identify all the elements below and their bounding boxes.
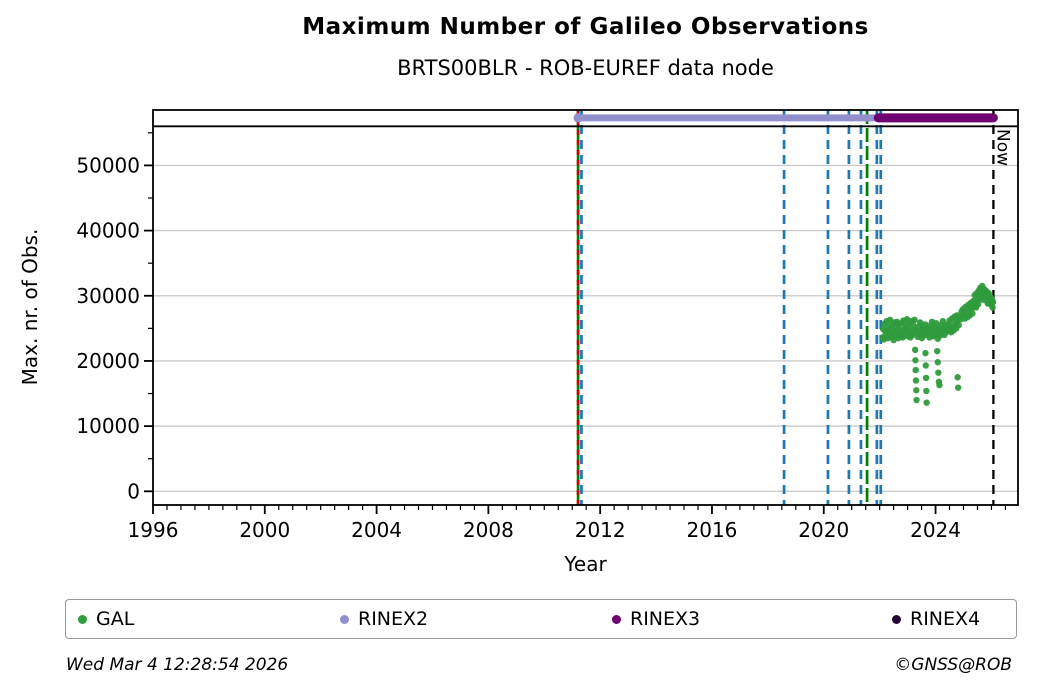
x-tick-label: 2000	[239, 518, 290, 542]
legend-entry-gal: GAL	[78, 600, 134, 638]
rinex3-marker-icon	[612, 614, 621, 624]
legend-entry-rinex3: RINEX3	[612, 600, 700, 638]
gridlines	[153, 164, 1018, 493]
legend-entry-rinex4: RINEX4	[892, 600, 980, 638]
x-tick-label: 2016	[687, 518, 738, 542]
x-tick-label: 2020	[798, 518, 849, 542]
y-tick-label: 30000	[76, 284, 140, 308]
x-axis-ticks: 1996 2000 2004 2008 2012 2016 2020 2024	[128, 505, 1007, 542]
rinex4-marker-icon	[892, 614, 901, 624]
legend-label-rinex3: RINEX3	[630, 608, 701, 630]
rinex-bands	[573, 113, 998, 123]
x-tick-label: 2012	[575, 518, 626, 542]
now-label: Now	[992, 129, 1012, 166]
y-tick-label: 40000	[76, 219, 140, 243]
y-tick-label: 10000	[76, 414, 140, 438]
legend-label-rinex4: RINEX4	[910, 608, 981, 630]
x-tick-label: 1996	[128, 518, 179, 542]
legend-label-gal: GAL	[96, 608, 135, 630]
x-tick-label: 2004	[351, 518, 402, 542]
y-axis-label: Max. nr. of Obs.	[18, 228, 42, 386]
y-axis-ticks: 0 10000 20000 30000 40000 50000	[76, 132, 153, 503]
legend-label-rinex2: RINEX2	[358, 608, 429, 630]
event-vlines	[576, 110, 883, 505]
gal-marker-icon	[78, 614, 87, 624]
legend-entry-rinex2: RINEX2	[340, 600, 428, 638]
y-tick-label: 20000	[76, 349, 140, 373]
copyright-text: ©GNSS@ROB	[894, 655, 1012, 675]
plot-frame	[152, 109, 1019, 506]
y-tick-label: 50000	[76, 153, 140, 177]
gal-scatter	[879, 282, 997, 406]
page-subtitle: BRTS00BLR - ROB-EUREF data node	[397, 56, 774, 80]
page-title: Maximum Number of Galileo Observations	[302, 14, 869, 40]
x-axis-label: Year	[564, 552, 607, 576]
plot-area: Now 1996 2000 2004 2008 2012 2016 2020 2024 0 1000…	[76, 109, 1019, 542]
x-tick-label: 2024	[910, 518, 961, 542]
plot-timestamp: Wed Mar 4 12:28:54 2026	[66, 655, 289, 675]
y-tick-label: 0	[127, 479, 140, 503]
rinex2-marker-icon	[340, 614, 349, 624]
legend: GAL RINEX2 RINEX3 RINEX4	[65, 599, 1017, 639]
x-tick-label: 2008	[463, 518, 514, 542]
